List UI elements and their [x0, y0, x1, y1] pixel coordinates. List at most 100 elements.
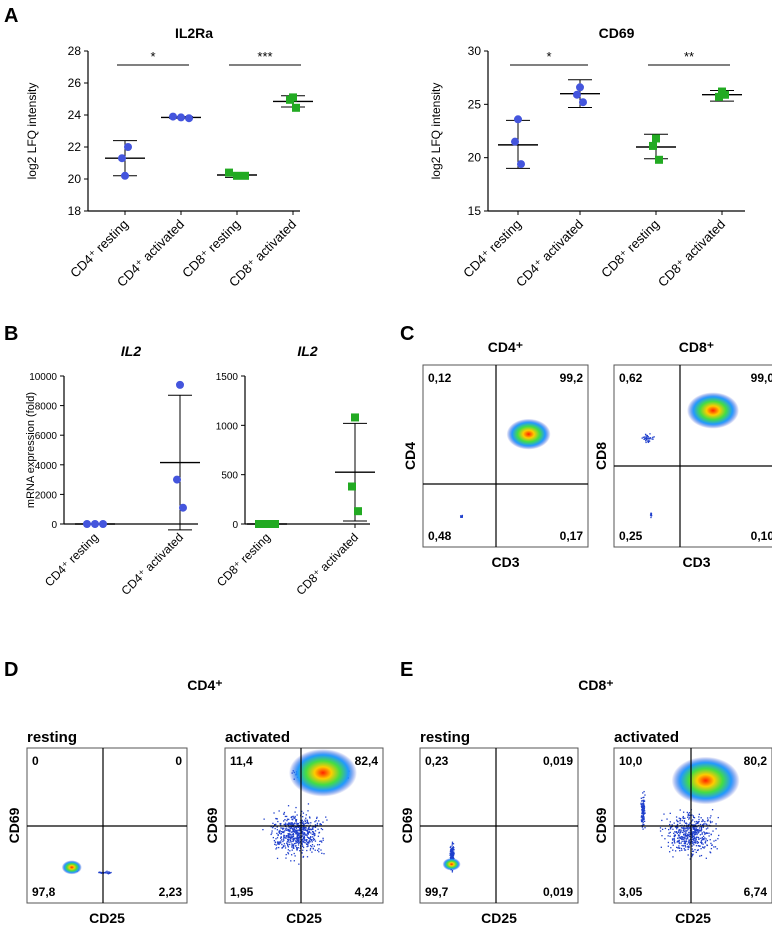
event-dot: [313, 833, 315, 835]
data-point: [83, 520, 91, 528]
x-tick-label: CD8⁺ resting: [598, 217, 662, 281]
event-dot: [710, 842, 712, 845]
event-dot: [679, 850, 681, 852]
event-dot: [676, 832, 678, 834]
y-axis-label: mRNA expression (fold): [25, 392, 37, 508]
event-dot: [708, 832, 710, 834]
event-dot: [687, 848, 689, 851]
event-dot: [675, 831, 678, 833]
event-dot: [676, 819, 678, 821]
event-dot: [643, 790, 645, 793]
data-point: [185, 114, 193, 123]
event-dot: [274, 843, 276, 846]
data-point: [263, 520, 271, 528]
event-dot: [290, 826, 293, 828]
event-dot: [692, 816, 695, 818]
event-dot: [697, 842, 699, 844]
event-dot: [320, 827, 322, 830]
event-dot: [277, 834, 279, 836]
event-dot: [643, 796, 645, 798]
event-dot: [687, 814, 689, 817]
event-dot: [308, 831, 311, 833]
event-dot: [683, 836, 685, 839]
event-dot: [669, 812, 671, 815]
event-dot: [642, 800, 644, 802]
event-dot: [299, 836, 301, 839]
event-dot: [700, 841, 702, 844]
event-dot: [460, 516, 462, 518]
event-dot: [301, 836, 303, 838]
event-dot: [286, 815, 288, 818]
event-dot: [318, 831, 321, 834]
x-tick-label: CD8⁺ activated: [293, 530, 361, 598]
event-dot: [292, 817, 295, 819]
event-dot: [648, 439, 650, 441]
plot-state-label: activated: [614, 729, 679, 746]
event-dot: [652, 438, 654, 440]
event-dot: [702, 838, 704, 840]
event-dot: [644, 436, 646, 438]
event-dot: [670, 847, 672, 849]
quadrant-top-left: 10,0: [619, 754, 643, 768]
quadrant-bottom-left: 97,8: [32, 885, 56, 899]
event-dot: [284, 819, 286, 821]
event-dot: [706, 823, 708, 826]
event-dot: [284, 828, 287, 830]
event-dot: [697, 822, 699, 824]
event-dot: [311, 841, 313, 843]
event-dot: [676, 837, 679, 839]
event-dot: [681, 840, 683, 842]
event-dot: [303, 841, 305, 843]
event-dot: [313, 835, 315, 837]
event-dot: [276, 826, 278, 828]
event-dot: [282, 820, 285, 822]
event-dot: [284, 815, 287, 818]
event-dot: [685, 839, 687, 841]
y-axis-label: CD69: [6, 807, 22, 843]
event-dot: [705, 828, 708, 830]
density-hotspot: [687, 392, 739, 429]
event-dot: [697, 845, 700, 847]
event-dot: [686, 827, 688, 829]
event-dot: [690, 829, 693, 831]
event-dot: [676, 824, 678, 827]
event-dot: [290, 860, 292, 862]
event-dot: [695, 831, 698, 833]
quadrant-bottom-left: 3,05: [619, 885, 643, 899]
event-dot: [696, 840, 699, 843]
significance-label: *: [150, 49, 155, 64]
event-dot: [679, 822, 681, 824]
data-point: [511, 137, 519, 146]
event-dot: [286, 842, 288, 844]
event-dot: [705, 838, 707, 840]
event-dot: [692, 839, 695, 841]
data-point: [354, 507, 362, 516]
event-dot: [643, 810, 645, 812]
event-dot: [709, 817, 711, 819]
event-dot: [302, 826, 304, 829]
event-dot: [283, 843, 286, 845]
event-dot: [292, 846, 294, 848]
data-point: [715, 92, 723, 101]
event-dot: [290, 822, 292, 824]
event-dot: [287, 845, 289, 847]
event-dot: [680, 842, 682, 844]
event-dot: [451, 848, 453, 850]
event-dot: [298, 842, 301, 844]
event-dot: [664, 838, 666, 840]
x-tick-label: CD4⁺ resting: [42, 530, 101, 589]
event-dot: [275, 823, 277, 826]
event-dot: [287, 839, 289, 841]
data-point: [225, 168, 233, 177]
event-dot: [303, 832, 305, 834]
data-point: [292, 103, 300, 112]
data-point: [576, 83, 584, 92]
event-dot: [689, 841, 691, 843]
plot-header: CD8⁺: [679, 339, 714, 355]
quadrant-top-left: 0,62: [619, 371, 643, 385]
event-dot: [684, 841, 686, 844]
event-dot: [282, 828, 284, 831]
event-dot: [108, 872, 111, 874]
quadrant-bottom-right: 6,74: [744, 885, 768, 899]
event-dot: [292, 838, 294, 840]
